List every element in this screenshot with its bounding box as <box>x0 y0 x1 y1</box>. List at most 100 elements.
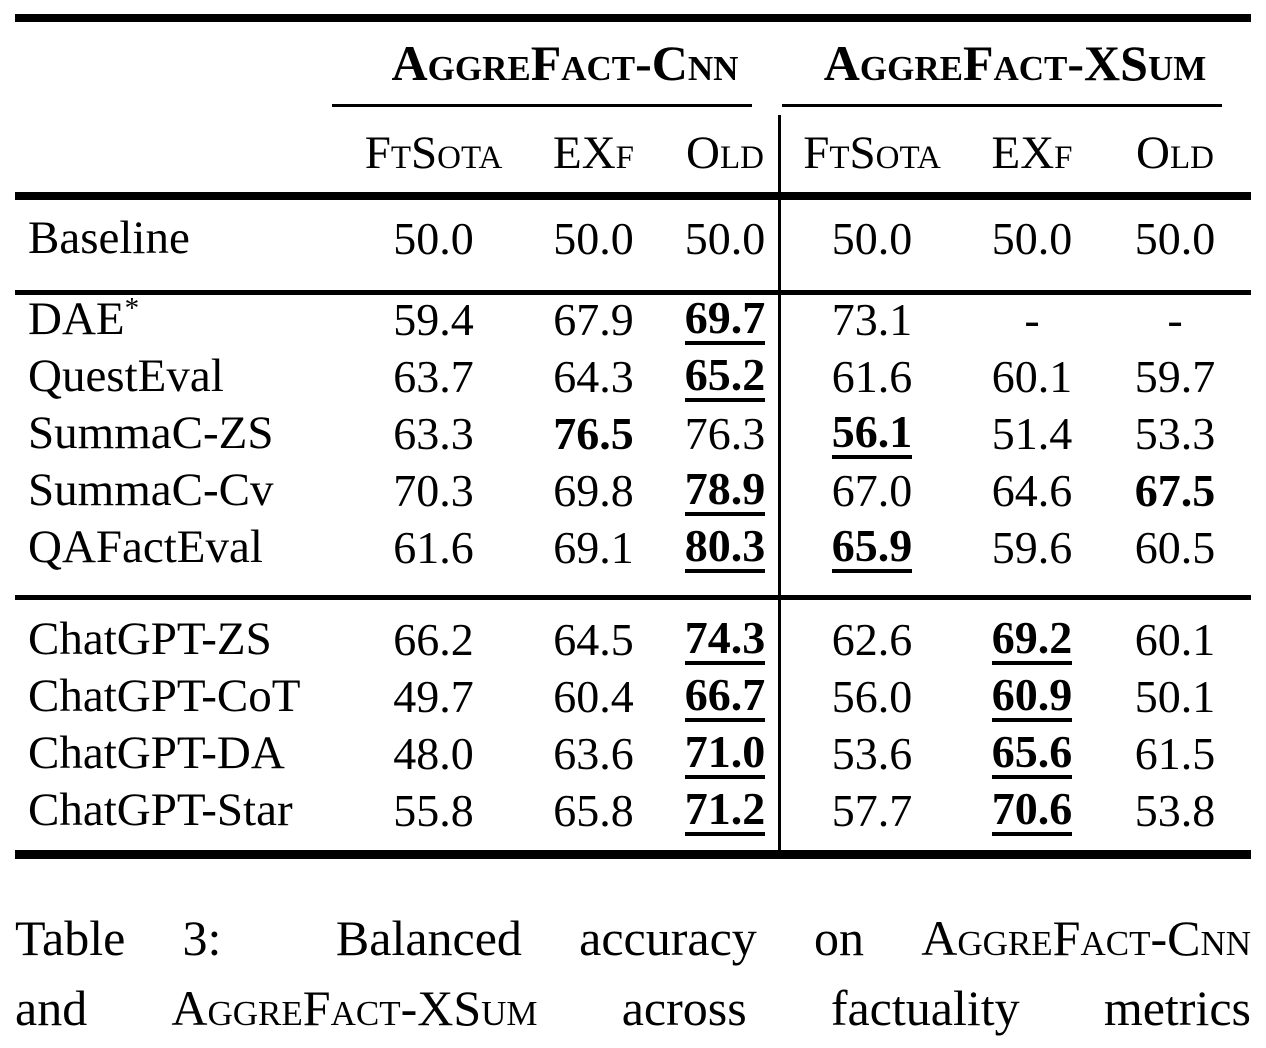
value-cell: 69.1 <box>517 519 670 576</box>
subheader-old-xsum: Old <box>1136 127 1214 179</box>
value-cell: 53.3 <box>1100 405 1250 462</box>
value-cell: 57.7 <box>780 782 964 839</box>
metric-value: 71.2 <box>684 782 766 836</box>
metric-value: 66.2 <box>393 613 474 665</box>
value-cell: 71.2 <box>670 782 780 839</box>
row-label-text: ChatGPT-CoT <box>28 670 301 722</box>
row-label: SummaC-ZS <box>15 405 350 462</box>
value-cell: 49.7 <box>350 668 517 725</box>
group-header-aggrefact-xsum: AggreFact-XSum <box>823 35 1207 91</box>
row-label: Baseline <box>15 196 350 291</box>
value-cell: 69.8 <box>517 462 670 519</box>
subheader-exf-xsum: EXf <box>991 127 1073 179</box>
row-label: ChatGPT-Star <box>15 782 350 839</box>
row-label-text: ChatGPT-Star <box>28 784 293 836</box>
value-cell: 70.6 <box>964 782 1100 839</box>
caption-smallcaps-text: AggreFact-XSum <box>171 980 538 1036</box>
metric-value: 67.0 <box>831 464 913 516</box>
value-cell: 63.6 <box>517 725 670 782</box>
metric-value: 50.0 <box>553 212 634 264</box>
metric-value: 66.7 <box>684 668 766 722</box>
row-label-text: QuestEval <box>28 350 224 402</box>
cnn-cmidrule <box>332 104 752 107</box>
metric-value: 59.6 <box>991 521 1073 573</box>
metric-value: 56.1 <box>831 405 913 459</box>
table-row: Baseline 50.0 50.0 50.0 50.0 50.0 50.0 <box>15 196 1250 291</box>
top-rule <box>15 14 1251 22</box>
metric-value: 60.1 <box>1134 613 1216 665</box>
metric-value: 53.8 <box>1134 784 1216 836</box>
group-header-aggrefact-cnn: AggreFact-Cnn <box>391 35 739 91</box>
table-row: SummaC-ZS 63.3 76.5 76.3 56.1 51.4 53.3 <box>15 405 1250 462</box>
table-row: ChatGPT-CoT 49.7 60.4 66.7 56.0 60.9 50.1 <box>15 668 1250 725</box>
metric-value: 50.1 <box>1134 670 1216 722</box>
value-cell: 48.0 <box>350 725 517 782</box>
cmidrule-spacer-row <box>15 103 1250 111</box>
row-label: ChatGPT-ZS <box>15 611 350 668</box>
metric-value: 51.4 <box>991 407 1073 459</box>
value-cell: 64.6 <box>964 462 1100 519</box>
metric-value: 65.8 <box>553 784 634 836</box>
table-row: SummaC-Cv 70.3 69.8 78.9 67.0 64.6 67.5 <box>15 462 1250 519</box>
metric-value: 64.5 <box>553 613 634 665</box>
value-cell: 69.7 <box>670 291 780 348</box>
caption-smallcaps-text: AggreFact-Cnn <box>921 910 1251 966</box>
bottom-rule <box>15 850 1251 859</box>
metric-value: 61.6 <box>831 350 913 402</box>
value-cell: 73.1 <box>780 291 964 348</box>
metric-value: 53.6 <box>831 727 913 779</box>
value-cell: 76.3 <box>670 405 780 462</box>
metric-value: 50.0 <box>393 212 474 264</box>
value-cell: 74.3 <box>670 611 780 668</box>
header-rule <box>15 192 1251 200</box>
value-cell: 60.1 <box>964 348 1100 405</box>
metric-value: 63.6 <box>553 727 634 779</box>
value-cell: 65.8 <box>517 782 670 839</box>
row-label: SummaC-Cv <box>15 462 350 519</box>
subheader-ftsota-cnn: FtSota <box>364 127 503 179</box>
value-cell: 64.3 <box>517 348 670 405</box>
table-row: QAFactEval 61.6 69.1 80.3 65.9 59.6 60.5 <box>15 519 1250 576</box>
baseline-midrule <box>15 290 1251 295</box>
metric-value: 69.7 <box>684 291 766 345</box>
value-cell: 76.5 <box>517 405 670 462</box>
value-cell: 80.3 <box>670 519 780 576</box>
metric-value: 70.6 <box>991 782 1073 836</box>
section-midrule <box>15 595 1251 600</box>
value-cell: 65.6 <box>964 725 1100 782</box>
subheader-exf-cnn: EXf <box>552 127 634 179</box>
subheader-ftsota-xsum: FtSota <box>803 127 941 179</box>
metric-value: - <box>1167 293 1183 345</box>
subheader-old-cnn: Old <box>686 127 764 179</box>
section-gap <box>15 576 1250 611</box>
caption-text: Table 3: Balanced accuracy on <box>15 910 922 966</box>
value-cell: 66.7 <box>670 668 780 725</box>
value-cell: 67.5 <box>1100 462 1250 519</box>
metric-value: 60.9 <box>991 668 1073 722</box>
metric-value: 50.0 <box>831 212 913 264</box>
metric-value: - <box>1024 293 1040 345</box>
value-cell: 50.0 <box>964 196 1100 291</box>
metric-value: 60.4 <box>553 670 634 722</box>
metric-value: 59.4 <box>393 293 474 345</box>
metric-value: 80.3 <box>684 519 766 573</box>
value-cell: 50.0 <box>670 196 780 291</box>
metric-value: 64.3 <box>553 350 634 402</box>
metric-value: 60.1 <box>991 350 1073 402</box>
value-cell: 64.5 <box>517 611 670 668</box>
value-cell: 55.8 <box>350 782 517 839</box>
value-cell: 53.8 <box>1100 782 1250 839</box>
value-cell: 50.0 <box>350 196 517 291</box>
value-cell: 59.4 <box>350 291 517 348</box>
metric-value: 74.3 <box>684 611 766 665</box>
value-cell: 67.0 <box>780 462 964 519</box>
corner-cell <box>15 111 350 196</box>
metric-value: 61.6 <box>393 521 474 573</box>
metric-value: 69.8 <box>553 464 634 516</box>
value-cell: 66.2 <box>350 611 517 668</box>
table-caption: Table 3: Balanced accuracy on AggreFact-… <box>15 903 1251 1043</box>
value-cell: 63.3 <box>350 405 517 462</box>
metric-value: 71.0 <box>684 725 766 779</box>
value-cell: 63.7 <box>350 348 517 405</box>
row-label: DAE* <box>15 291 350 348</box>
